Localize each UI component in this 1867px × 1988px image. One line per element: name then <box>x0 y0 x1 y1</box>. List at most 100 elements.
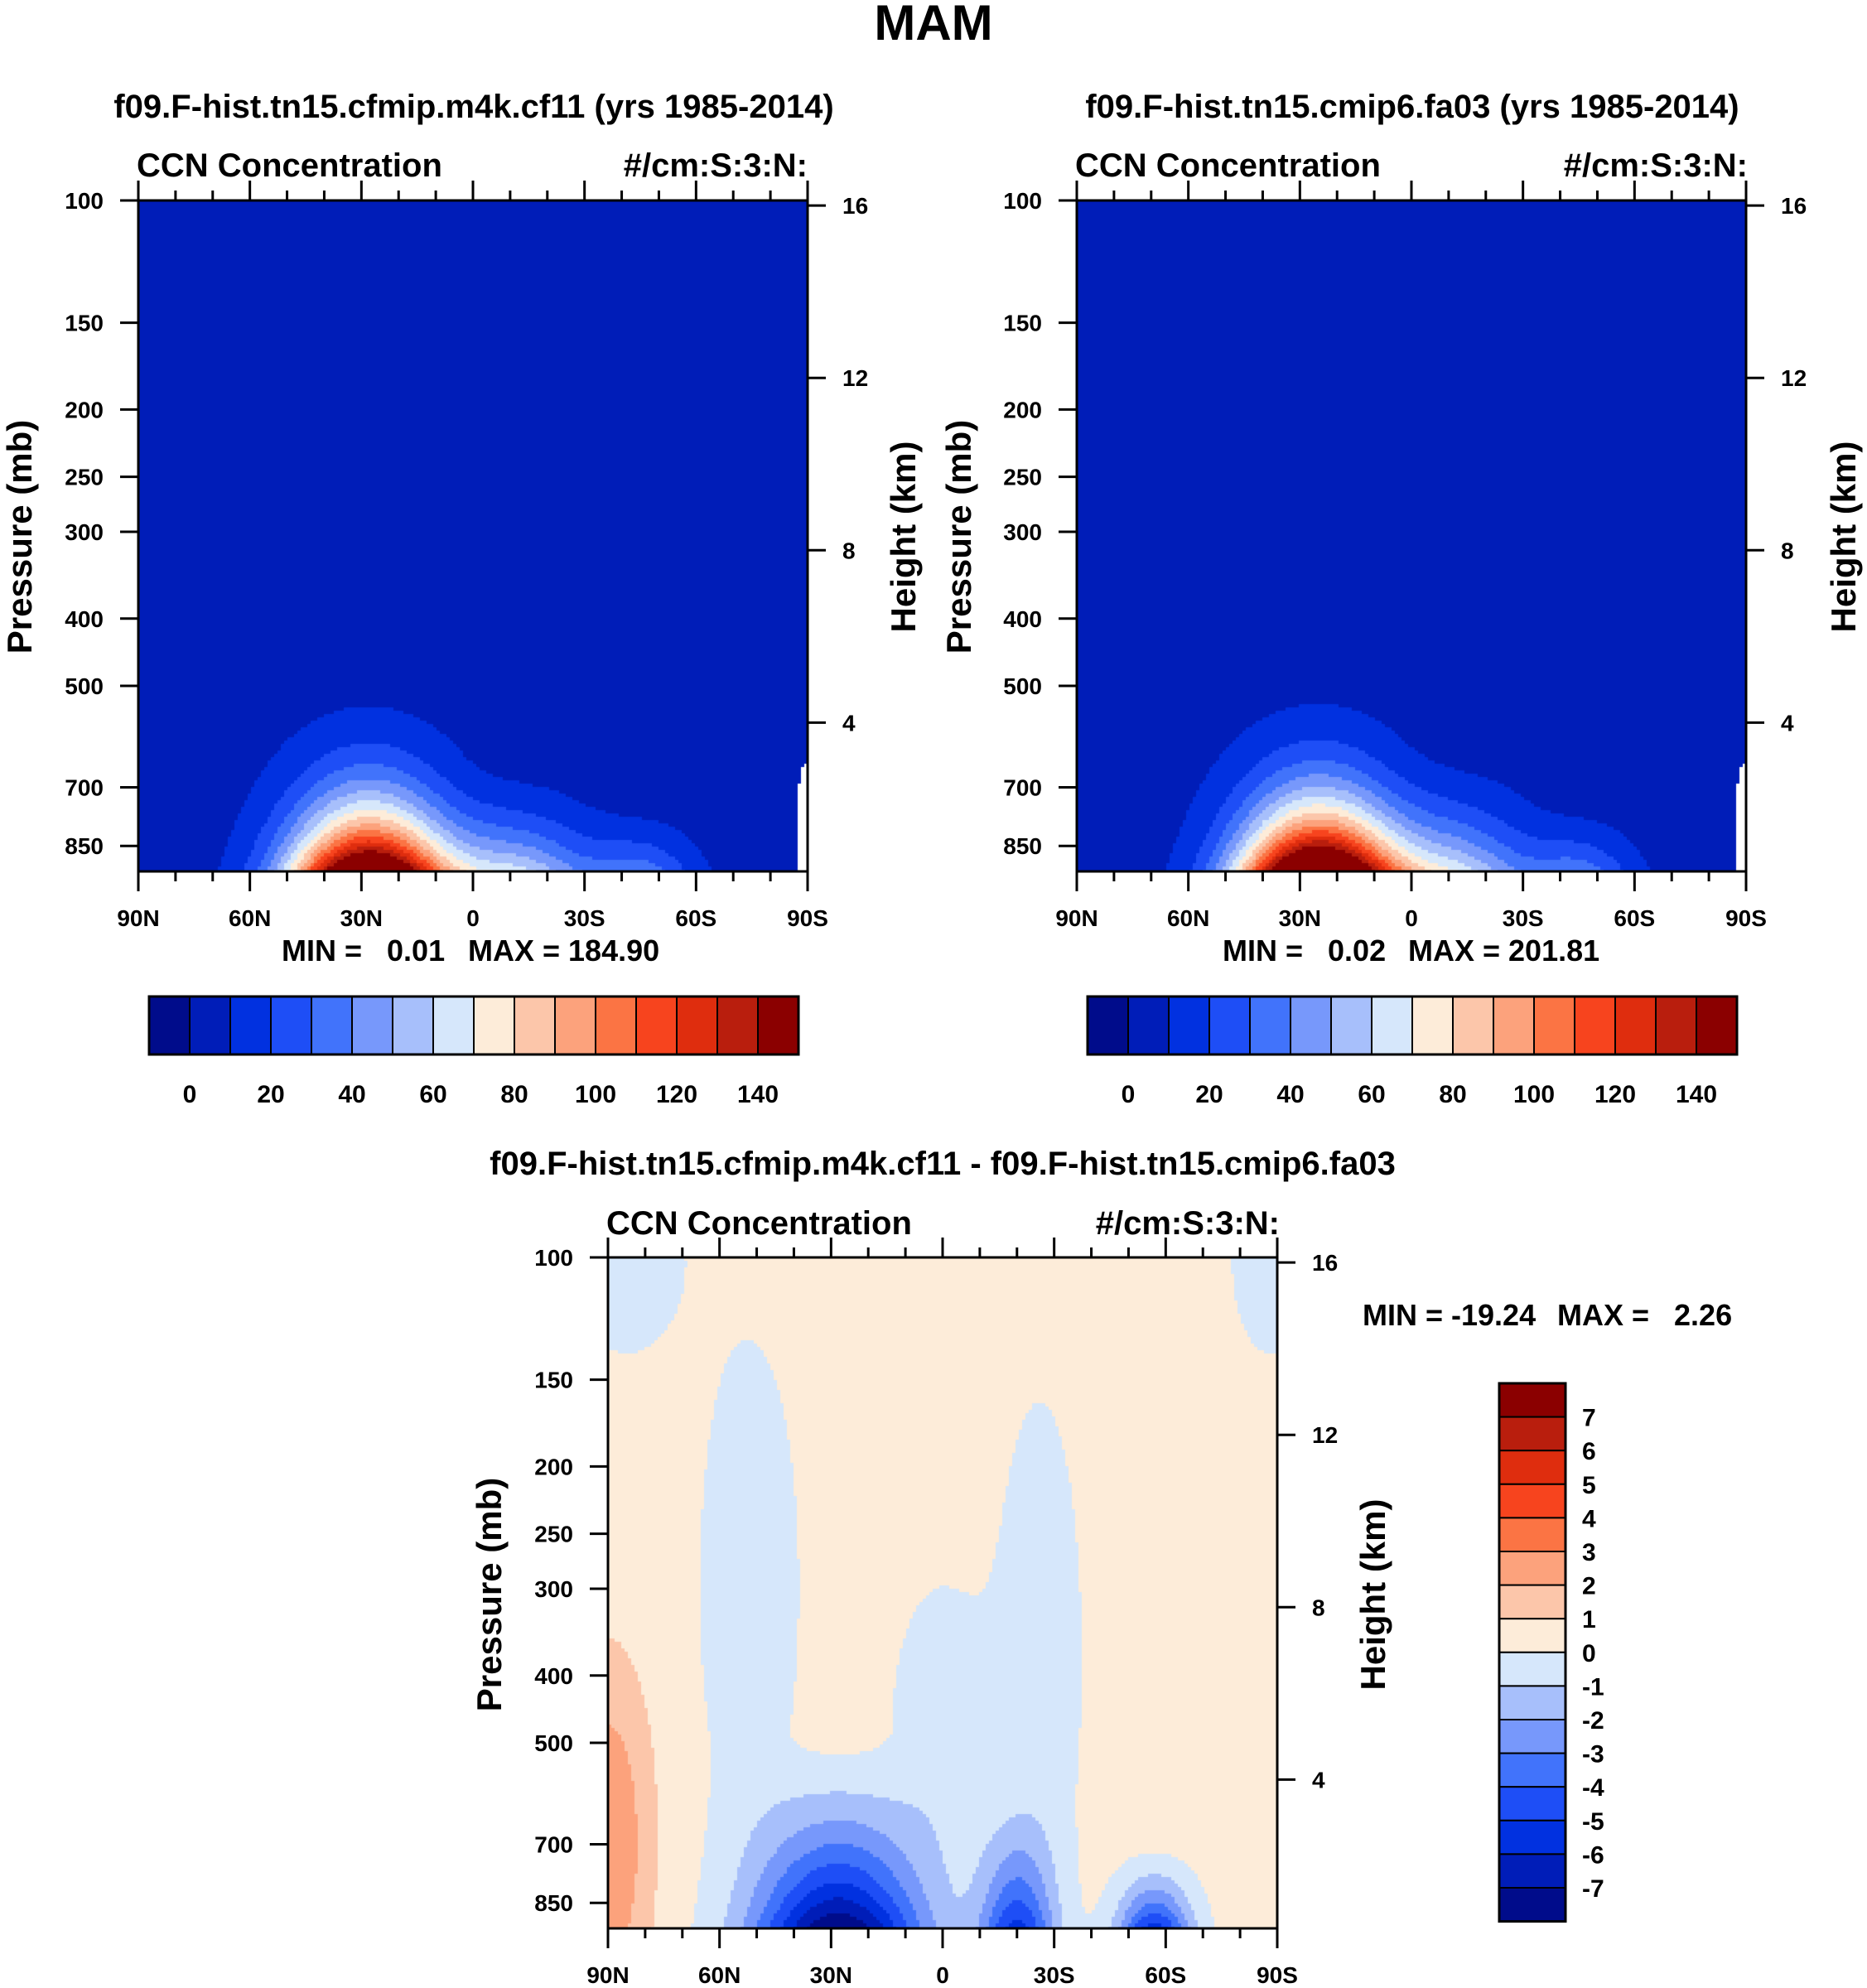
colorbar-box <box>473 996 515 1055</box>
pressure-tick-label: 100 <box>1003 188 1042 214</box>
x-tick-label: 0 <box>1405 905 1418 931</box>
x-tick-label: 90N <box>117 905 159 931</box>
x-tick-label: 30N <box>1279 905 1321 931</box>
pressure-tick-label: 100 <box>534 1245 573 1271</box>
colorbar-label: -6 <box>1582 1841 1604 1869</box>
x-tick-label: 0 <box>466 905 480 931</box>
x-tick-label: 60N <box>698 1962 741 1988</box>
colorbar: 0 20 40 60 80 100 120 140 <box>147 995 800 1108</box>
height-tick-label: 4 <box>1312 1767 1325 1793</box>
x-tick-label: 90N <box>1055 905 1098 931</box>
colorbar-box <box>635 996 678 1055</box>
pressure-tick-label: 150 <box>1003 311 1042 336</box>
colorbar-box <box>1498 1551 1566 1586</box>
colorbar-box <box>1696 996 1738 1055</box>
right-string: #/cm:S:3:N: <box>624 147 808 184</box>
page-title: MAM <box>874 0 992 51</box>
colorbar-box <box>148 996 191 1055</box>
colorbar-box <box>676 996 718 1055</box>
pressure-tick-label: 400 <box>1003 606 1042 632</box>
y-axis-label: Pressure (mb) <box>470 1478 509 1711</box>
colorbar-box <box>1498 1483 1566 1519</box>
colorbar-label: 0 <box>183 1081 197 1108</box>
colorbar-label: -4 <box>1582 1774 1604 1802</box>
colorbar-box <box>1498 1887 1566 1923</box>
pressure-tick-label: 150 <box>65 311 104 336</box>
height-tick-label: 16 <box>842 193 868 219</box>
panel-title: f09.F-hist.tn15.cmip6.fa03 (yrs 1985-201… <box>1085 89 1739 125</box>
colorbar-label: 80 <box>1439 1081 1466 1108</box>
colorbar: 0 20 40 60 80 100 120 140 <box>1086 995 1739 1108</box>
x-tick-label: 60N <box>229 905 271 931</box>
colorbar-box <box>757 996 799 1055</box>
pressure-tick-label: 250 <box>1003 465 1042 490</box>
colorbar-box <box>1655 996 1697 1055</box>
height-tick-label: 12 <box>1781 365 1807 391</box>
panel-fa03: f09.F-hist.tn15.cmip6.fa03 (yrs 1985-201… <box>939 89 1863 1108</box>
colorbar: 7 6 5 4 3 2 1 0 -1 -2 -3 -4 -5 -6 -7 <box>1498 1382 1604 1923</box>
min-label: MIN = 0.02 <box>1223 934 1386 967</box>
pressure-tick-label: 500 <box>65 673 104 699</box>
pressure-tick-label: 700 <box>65 775 104 801</box>
min-label: MIN = 0.01 <box>282 934 445 967</box>
colorbar-label: 1 <box>1582 1606 1596 1633</box>
colorbar-label: 100 <box>575 1081 616 1108</box>
height-tick-label: 16 <box>1312 1250 1338 1276</box>
colorbar-box <box>1498 1719 1566 1754</box>
colorbar-box <box>716 996 759 1055</box>
colorbar-label: 6 <box>1582 1438 1596 1465</box>
colorbar-label: -5 <box>1582 1808 1604 1836</box>
right-string: #/cm:S:3:N: <box>1096 1205 1280 1242</box>
pressure-tick-label: 150 <box>534 1368 573 1393</box>
colorbar-label: 3 <box>1582 1539 1596 1566</box>
colorbar-box <box>1168 996 1210 1055</box>
colorbar-box <box>1127 996 1170 1055</box>
pressure-tick-label: 850 <box>65 833 104 859</box>
colorbar-box <box>1533 996 1575 1055</box>
colorbar-box <box>1493 996 1535 1055</box>
colorbar-box <box>1498 1786 1566 1822</box>
colorbar-label: -2 <box>1582 1707 1604 1735</box>
colorbar-label: 80 <box>500 1081 528 1108</box>
colorbar-box <box>270 996 312 1055</box>
x-tick-label: 90S <box>1725 905 1767 931</box>
x-tick-label: 60N <box>1167 905 1209 931</box>
height-tick-label: 12 <box>1312 1422 1338 1448</box>
y-axis-label: Pressure (mb) <box>0 420 39 654</box>
left-string: CCN Concentration <box>1075 147 1381 184</box>
colorbar-box <box>1498 1651 1566 1687</box>
panel-difference: f09.F-hist.tn15.cfmip.m4k.cf11 - f09.F-h… <box>470 1146 1732 1988</box>
contour-field <box>1077 200 1746 871</box>
colorbar-box <box>432 996 475 1055</box>
colorbar-box <box>1452 996 1494 1055</box>
contour-field <box>138 200 808 871</box>
pressure-tick-label: 700 <box>1003 775 1042 801</box>
y-axis-right-label: Height (km) <box>1353 1499 1392 1691</box>
colorbar-label: 60 <box>419 1081 446 1108</box>
plot-area: 100 150 200 250 300 400 500 700 850 16 12 8 4 90N 60N 3… <box>534 1238 1338 1988</box>
colorbar-label: 5 <box>1582 1472 1596 1499</box>
pressure-tick-label: 200 <box>65 397 104 422</box>
colorbar-box <box>1371 996 1413 1055</box>
pressure-tick-label: 300 <box>1003 519 1042 545</box>
colorbar-label: 4 <box>1582 1505 1596 1532</box>
y-axis-right-label: Height (km) <box>1824 442 1863 633</box>
left-string: CCN Concentration <box>137 147 442 184</box>
colorbar-box <box>595 996 637 1055</box>
colorbar-box <box>1574 996 1616 1055</box>
height-tick-label: 16 <box>1781 193 1807 219</box>
colorbar-box <box>1498 1416 1566 1452</box>
y-axis-label: Pressure (mb) <box>939 420 978 654</box>
colorbar-label: 120 <box>1594 1081 1636 1108</box>
max-label: MAX = 184.90 <box>468 934 659 967</box>
pressure-tick-label: 400 <box>65 606 104 632</box>
pressure-tick-label: 300 <box>65 519 104 545</box>
left-string: CCN Concentration <box>606 1205 912 1242</box>
colorbar-frame <box>147 995 800 1056</box>
colorbar-label: 40 <box>1276 1081 1304 1108</box>
min-label: MIN = -19.24 <box>1363 1298 1536 1332</box>
x-tick-label: 0 <box>936 1962 949 1988</box>
x-tick-label: 30S <box>564 905 605 931</box>
plot-area: 100 150 200 250 300 400 500 700 850 16 12 8 4 90N 60N 3… <box>1003 181 1807 931</box>
pressure-tick-label: 250 <box>534 1522 573 1547</box>
